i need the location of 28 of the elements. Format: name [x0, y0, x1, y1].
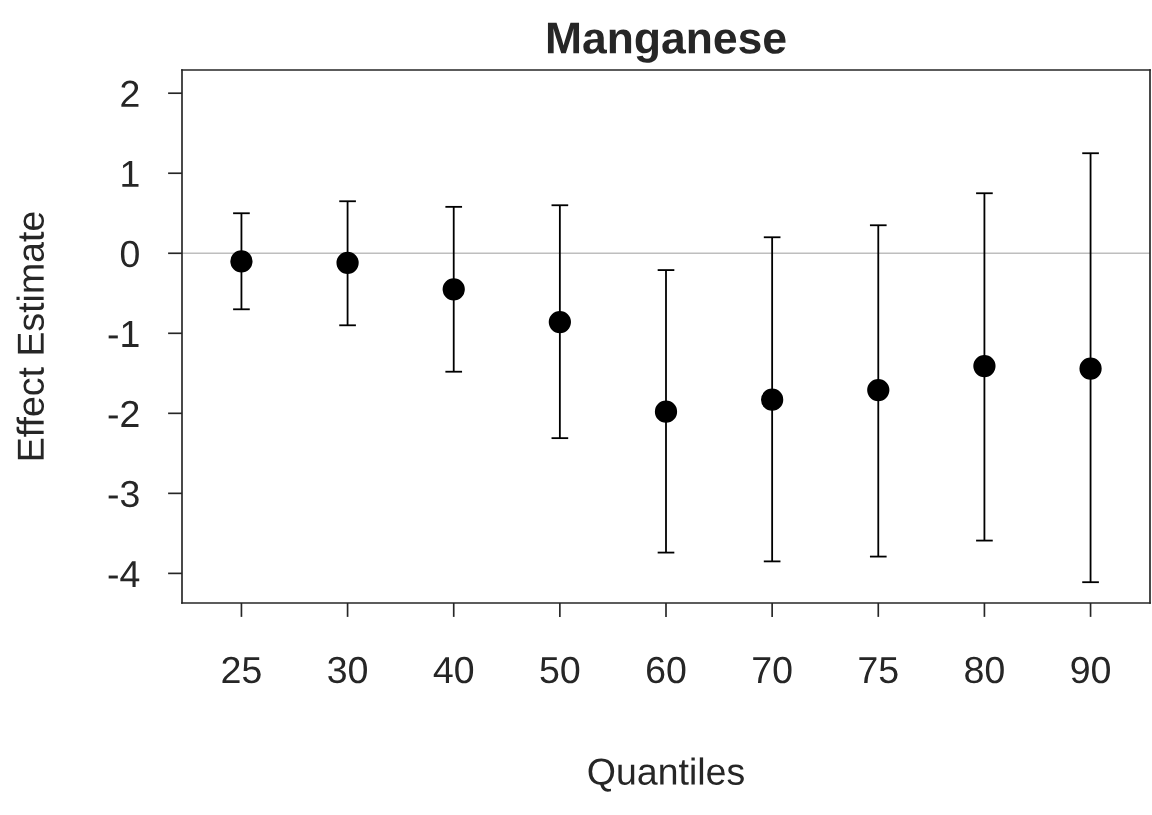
point: [761, 388, 784, 411]
x-tick-label: 70: [753, 656, 792, 684]
x-tick-label: 30: [328, 656, 367, 684]
x-tick-label: 60: [647, 656, 686, 684]
y-axis-title: Effect Estimate: [16, 212, 45, 460]
chart-title: Manganese: [547, 22, 786, 63]
point: [654, 400, 678, 423]
point: [548, 310, 571, 334]
y-tick-label: 0: [120, 240, 139, 268]
point: [867, 378, 890, 402]
y-tick-label: -3: [108, 480, 139, 508]
point: [336, 251, 359, 274]
x-tick-label: 25: [222, 656, 261, 684]
y-tick-label: 2: [121, 80, 139, 107]
y-tick-label: 1: [122, 161, 139, 187]
x-tick-label: 80: [965, 656, 1004, 684]
x-tick-label: 90: [1071, 656, 1110, 684]
point: [230, 250, 253, 273]
point: [1079, 357, 1102, 380]
point: [442, 278, 465, 301]
y-tick-label: -2: [108, 400, 139, 427]
y-tick-label: -4: [108, 561, 140, 587]
y-tick-label: -1: [108, 321, 139, 347]
point: [973, 354, 996, 378]
x-tick-label: 75: [859, 657, 898, 684]
x-tick-label: 50: [540, 656, 580, 684]
x-tick-label: 40: [433, 656, 474, 684]
x-axis-title: Quantiles: [588, 757, 744, 792]
